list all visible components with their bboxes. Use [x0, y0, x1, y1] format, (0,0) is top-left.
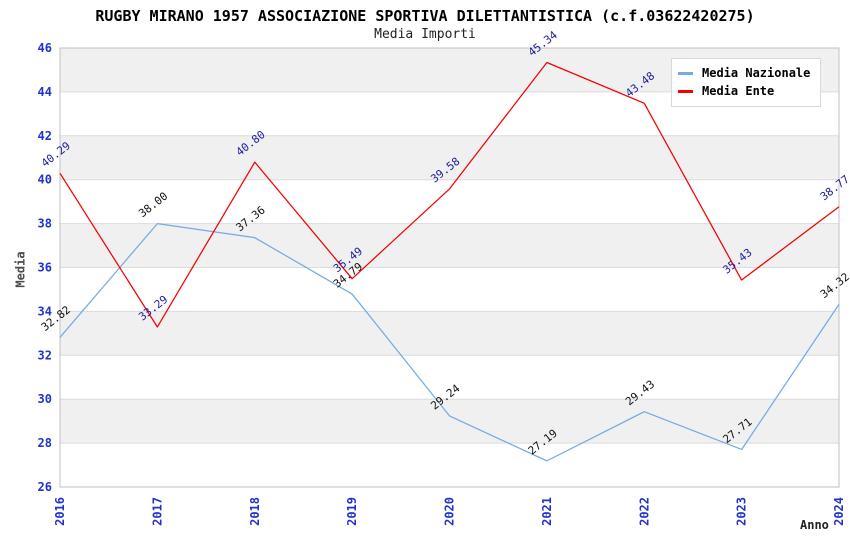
plot-band: [60, 223, 839, 268]
plot-band: [60, 135, 839, 180]
legend-item-media-ente: Media Ente: [678, 82, 810, 100]
x-tick-label: 2018: [248, 497, 262, 526]
x-tick-label: 2023: [735, 497, 749, 526]
x-axis-title: Anno: [800, 518, 829, 532]
y-tick-label: 44: [38, 85, 52, 99]
series-line-media-nazionale: [59, 222, 840, 462]
y-tick-label: 28: [38, 436, 52, 450]
y-tick-label: 26: [38, 480, 52, 494]
plot-band: [60, 399, 839, 444]
chart-subtitle: Media Importi: [374, 27, 476, 42]
y-axis-title: Media: [13, 251, 28, 288]
y-tick-label: 32: [38, 348, 52, 362]
legend-item-media-nazionale: Media Nazionale: [678, 64, 810, 82]
legend: Media Nazionale Media Ente: [671, 58, 822, 107]
legend-label-media-nazionale: Media Nazionale: [702, 66, 811, 80]
x-tick-label: 2020: [443, 497, 457, 526]
series-line-media-ente: [59, 61, 840, 328]
y-tick-label: 46: [38, 41, 52, 55]
x-tick-label: 2022: [637, 497, 651, 526]
x-tick-label: 2024: [832, 497, 846, 526]
x-tick-label: 2016: [53, 497, 67, 526]
y-tick-label: 36: [38, 261, 52, 275]
chart-title: RUGBY MIRANO 1957 ASSOCIAZIONE SPORTIVA …: [95, 7, 755, 25]
y-tick-label: 40: [38, 173, 52, 187]
plot-band: [60, 311, 839, 356]
y-tick-label: 38: [38, 217, 52, 231]
y-tick-label: 30: [38, 392, 52, 406]
legend-swatch-media-ente: [678, 89, 693, 93]
y-tick-label: 42: [38, 129, 52, 143]
x-tick-label: 2017: [150, 497, 164, 526]
x-tick-label: 2021: [540, 497, 554, 526]
x-tick-label: 2019: [345, 497, 359, 526]
plot-border: [59, 47, 840, 488]
legend-swatch-media-nazionale: [678, 71, 693, 75]
legend-label-media-ente: Media Ente: [702, 84, 775, 98]
y-tick-label: 34: [38, 304, 52, 318]
